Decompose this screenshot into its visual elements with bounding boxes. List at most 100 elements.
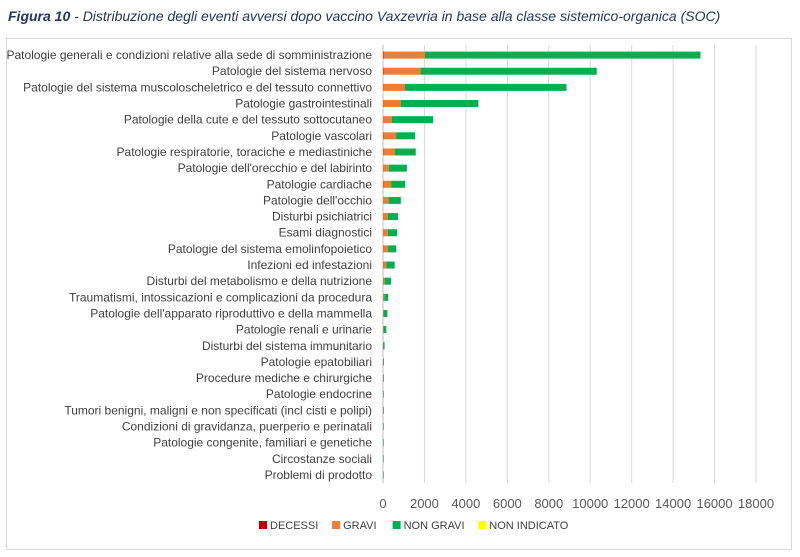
bar-gravi [383, 83, 405, 91]
category-label: Disturbi del sistema immunitario [202, 339, 372, 353]
bar-non-gravi [396, 132, 416, 140]
bars [383, 51, 701, 479]
category-label: Patologie dell'occhio [263, 193, 372, 207]
bar-chart: Patologie generali e condizioni relative… [7, 45, 774, 532]
category-label: Procedure mediche e chirurgiche [196, 371, 372, 385]
bar-non-gravi [384, 293, 389, 301]
bar-gravi [383, 309, 384, 317]
legend-swatch [332, 521, 341, 529]
bar-non-gravi [383, 309, 388, 317]
legend-swatch [478, 521, 487, 529]
category-label: Patologie cardiache [267, 177, 373, 191]
figure-title: Figura 10 - Distribuzione degli eventi a… [8, 8, 792, 30]
bar-gravi [383, 116, 392, 124]
bar-gravi [383, 293, 385, 301]
x-tick-label: 16000 [696, 496, 732, 511]
category-label: Condizioni di gravidanza, puerperio e pe… [122, 420, 372, 434]
figure-title-text: - Distribuzione degli eventi avversi dop… [70, 8, 721, 24]
legend-entry: GRAVI [343, 520, 376, 532]
bar-non-gravi [386, 261, 395, 269]
bar-non-gravi [389, 196, 401, 204]
category-label: Patologie renali e urinarie [236, 323, 372, 337]
bar-non-gravi [383, 326, 387, 334]
legend-swatch [392, 521, 401, 529]
bar-gravi [383, 326, 384, 334]
bar-gravi [383, 148, 396, 156]
bar-non-gravi [404, 83, 567, 91]
category-label: Problemi di prodotto [265, 468, 373, 482]
category-label: Patologie gastrointestinali [235, 97, 372, 111]
legend-entry: NON INDICATO [489, 520, 568, 532]
category-label: Tumori benigni, maligni e non specificat… [64, 403, 372, 417]
bar-gravi [383, 196, 390, 204]
bar-gravi [383, 229, 388, 237]
bar-non-gravi [383, 423, 384, 431]
bar-non-gravi [383, 342, 385, 350]
gridlines [382, 45, 757, 484]
x-tick-label: 18000 [738, 496, 774, 511]
bar-non-gravi [387, 229, 398, 237]
bar-non-gravi [388, 245, 397, 253]
category-label: Circostanze sociali [272, 452, 372, 466]
bar-non-gravi [400, 100, 479, 108]
category-label: Disturbi psichiatrici [272, 210, 372, 224]
category-label: Patologie del sistema muscoloscheletrico… [23, 80, 372, 94]
category-label: Patologie dell'apparato riproduttivo e d… [90, 306, 372, 320]
bar-decessi [383, 51, 384, 59]
x-tick-label: 14000 [655, 496, 691, 511]
category-label: Patologie congenite, familiari e genetic… [153, 436, 372, 450]
category-label: Patologie dell'orecchio e del labirinto [178, 161, 373, 175]
category-label: Patologie epatobiliari [261, 355, 372, 369]
x-tick-label: 10000 [572, 496, 608, 511]
bar-non-gravi [388, 213, 398, 221]
bar-non-gravi [424, 51, 701, 59]
category-label: Infezioni ed infestazioni [247, 258, 372, 272]
x-tick-label: 12000 [614, 496, 650, 511]
bar-gravi [383, 277, 385, 285]
category-label: Patologie della cute e del tessuto sotto… [124, 113, 373, 127]
category-label: Esami diagnostici [279, 226, 372, 240]
bar-gravi [383, 261, 387, 269]
bar-non-gravi [383, 455, 384, 463]
legend: DECESSI GRAVI NON GRAVI NON INDICATO [259, 520, 569, 532]
bar-gravi [383, 132, 397, 140]
x-tick-label: 0 [379, 496, 386, 511]
bar-non-gravi [383, 406, 384, 414]
x-tick-labels: 0 2000 4000 6000 8000 10000 12000 14000 16000 180… [379, 496, 774, 511]
category-label: Disturbi del metabolismo e della nutrizi… [147, 274, 373, 288]
bar-non-gravi [388, 164, 407, 172]
bar-non-gravi [384, 277, 392, 285]
bar-gravi [383, 213, 389, 221]
bar-non-gravi [383, 439, 384, 447]
bar-gravi [383, 100, 401, 108]
x-tick-label: 8000 [534, 496, 563, 511]
bar-non-gravi [383, 374, 384, 382]
category-label: Patologie respiratorie, toraciche e medi… [117, 145, 373, 159]
bar-non-gravi [391, 180, 406, 188]
bar-gravi [383, 342, 384, 350]
category-label: Patologie endocrine [266, 387, 372, 401]
category-label: Patologie del sistema emolinfopoietico [168, 242, 372, 256]
chart-frame: Patologie generali e condizioni relative… [6, 38, 792, 550]
bar-decessi [383, 67, 384, 75]
bar-gravi [383, 164, 389, 172]
bar-non-gravi [395, 148, 416, 156]
legend-swatch [259, 521, 267, 529]
bar-gravi [383, 67, 421, 75]
x-tick-label: 2000 [410, 496, 439, 511]
legend-entry: DECESSI [270, 520, 318, 532]
category-label: Traumatismi, intossicazioni e complicazi… [69, 290, 372, 304]
bar-non-gravi [383, 390, 384, 398]
x-tick-label: 4000 [451, 496, 480, 511]
bar-gravi [383, 51, 425, 59]
figure-title-label: Figura 10 [8, 8, 71, 24]
bar-non-gravi [383, 358, 384, 366]
category-label: Patologie generali e condizioni relative… [7, 48, 372, 62]
bar-gravi [383, 180, 392, 188]
x-tick-label: 6000 [493, 496, 522, 511]
category-label: Patologie vascolari [271, 129, 372, 143]
bar-non-gravi [391, 116, 434, 124]
bar-non-gravi [420, 67, 597, 75]
legend-entry: NON GRAVI [404, 520, 465, 532]
bar-non-gravi [383, 471, 384, 479]
